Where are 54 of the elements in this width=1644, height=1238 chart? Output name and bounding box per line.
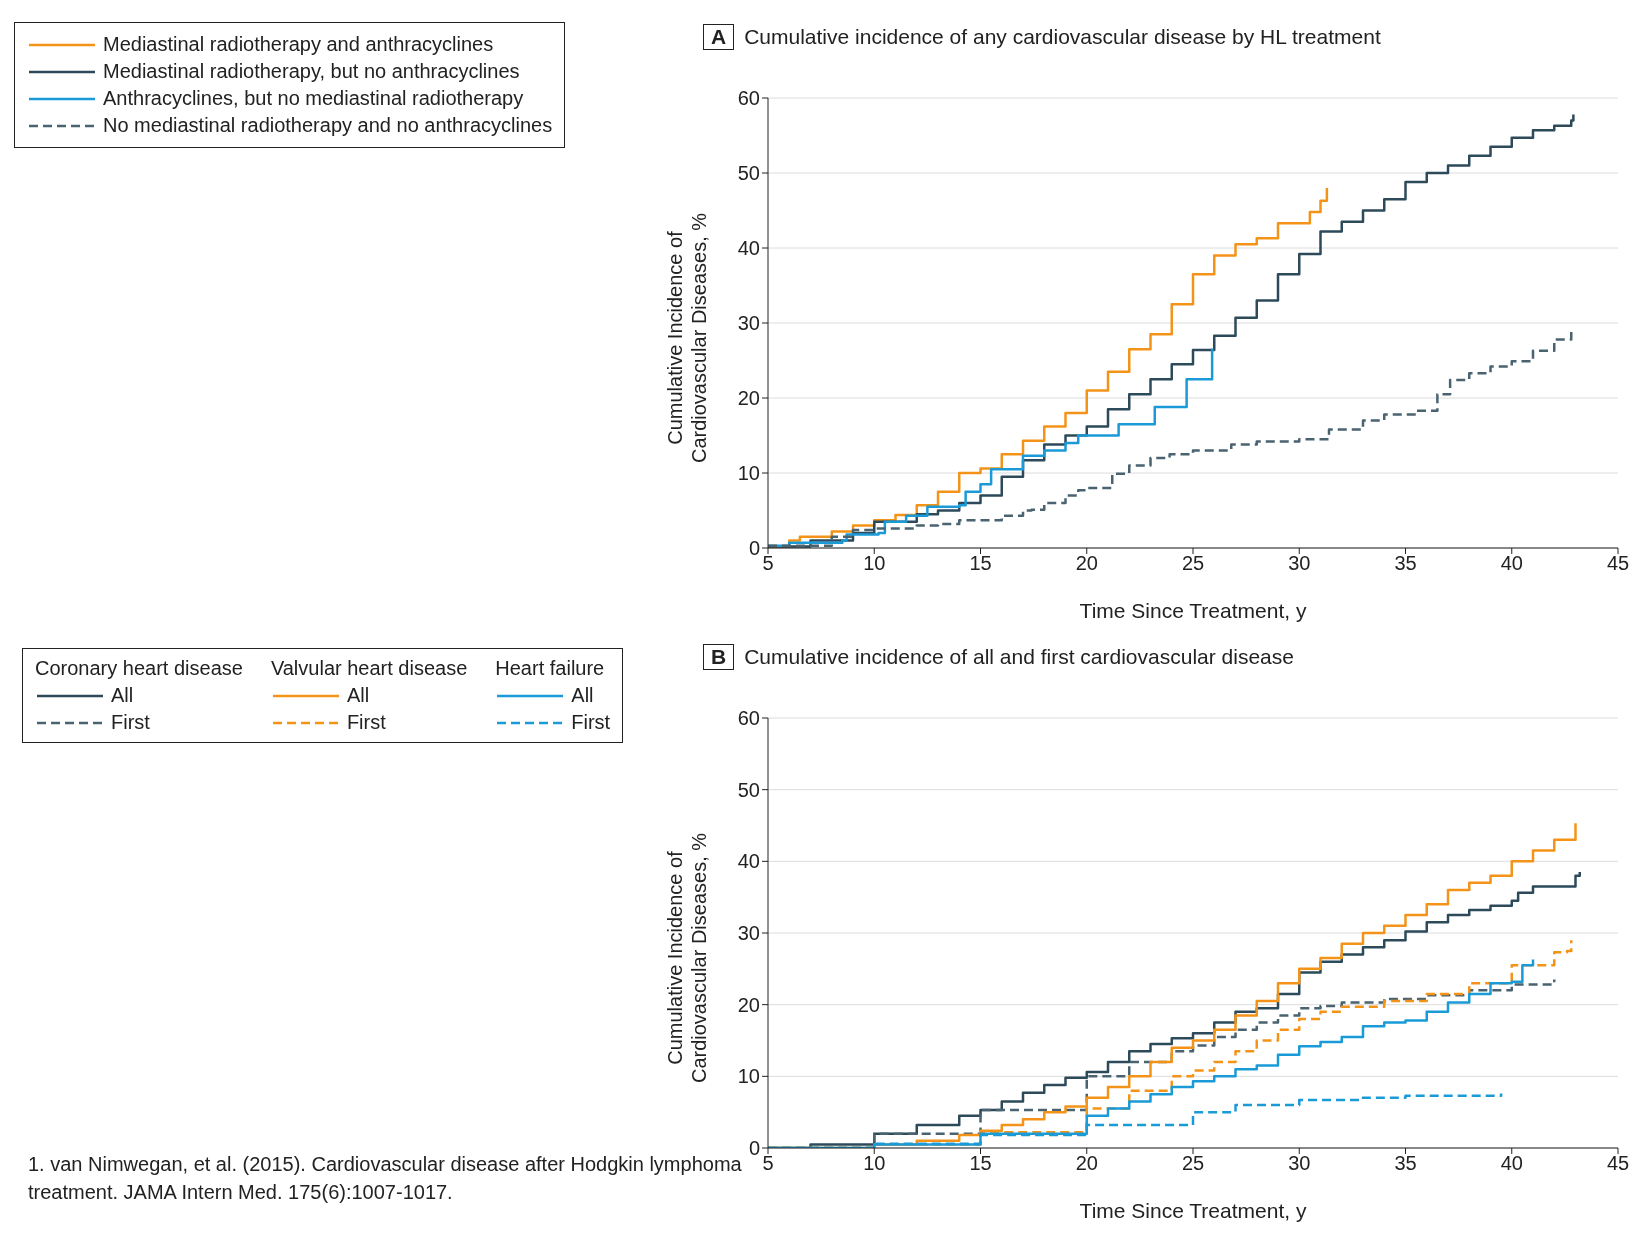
y-tick-label: 0 xyxy=(748,1137,760,1160)
x-tick-label: 5 xyxy=(762,1152,774,1175)
y-tick-label: 50 xyxy=(737,778,760,801)
x-tick-label: 15 xyxy=(969,1152,992,1175)
text: 1. van Nimwegan, et al. (2015). Cardiovascular disease after Hodgkin lymphoma treatment. JAMA Intern Med. 175(6):1007-1017. xyxy=(28,1152,743,1205)
y-tick-label: 40 xyxy=(737,237,760,260)
chart-title: Cumulative incidence of any cardiovascular disease by HL treatment xyxy=(744,25,1381,49)
text: Heart failure xyxy=(495,656,606,681)
text: B xyxy=(703,644,735,670)
y-tick-label: 60 xyxy=(737,87,760,110)
y-tick-label: 60 xyxy=(737,707,760,730)
x-tick-label: 20 xyxy=(1075,1152,1098,1175)
x-tick-label: 25 xyxy=(1181,552,1205,575)
x-axis-title: Time Since Treatment, y xyxy=(1079,1199,1307,1222)
legend-label: Anthracyclines, but no mediastinal radiotherapy xyxy=(103,86,524,111)
legend-label: No mediastinal radiotherapy and no anthracyclines xyxy=(103,113,553,138)
y-tick-label: 20 xyxy=(737,993,760,1016)
x-tick-label: 45 xyxy=(1606,1152,1630,1175)
x-tick-label: 35 xyxy=(1394,1152,1417,1175)
legend-label: Mediastinal radiotherapy, but no anthracyclines xyxy=(103,59,520,84)
y-tick-label: 20 xyxy=(737,387,760,410)
x-tick-label: 10 xyxy=(863,1152,886,1175)
text: Coronary heart disease xyxy=(35,656,243,681)
legend-label: First xyxy=(571,710,611,735)
x-tick-label: 20 xyxy=(1075,552,1098,575)
x-tick-label: 45 xyxy=(1606,552,1630,575)
text: Valvular heart disease xyxy=(270,656,468,681)
x-tick-label: 40 xyxy=(1500,1152,1523,1175)
x-tick-label: 15 xyxy=(969,552,992,575)
y-tick-label: 50 xyxy=(737,162,760,185)
y-axis-title: Cumulative Incidence of Cardiovascular Diseases, % xyxy=(663,831,711,1086)
x-tick-label: 25 xyxy=(1181,1152,1205,1175)
x-tick-label: 30 xyxy=(1288,552,1311,575)
text: A xyxy=(703,24,735,50)
legend-label: First xyxy=(111,710,150,735)
legend-label: All xyxy=(346,683,370,708)
y-axis-title: Cumulative Incidence of Cardiovascular Diseases, % xyxy=(663,211,711,466)
x-axis-title: Time Since Treatment, y xyxy=(1079,599,1307,622)
legend-label: All xyxy=(111,683,134,708)
x-tick-label: 30 xyxy=(1288,1152,1311,1175)
y-tick-label: 30 xyxy=(737,922,760,945)
legend-label: First xyxy=(346,710,386,735)
y-tick-label: 40 xyxy=(737,850,760,873)
legend-label: All xyxy=(571,683,594,708)
y-tick-label: 30 xyxy=(737,312,760,335)
x-tick-label: 10 xyxy=(863,552,886,575)
legend-label: Mediastinal radiotherapy and anthracyclines xyxy=(103,32,494,57)
y-tick-label: 0 xyxy=(748,537,760,560)
x-tick-label: 35 xyxy=(1394,552,1417,575)
y-tick-label: 10 xyxy=(737,1065,760,1088)
x-tick-label: 5 xyxy=(762,552,774,575)
x-tick-label: 40 xyxy=(1500,552,1523,575)
y-tick-label: 10 xyxy=(737,462,760,485)
chart-title: Cumulative incidence of all and first cardiovascular disease xyxy=(744,645,1294,669)
